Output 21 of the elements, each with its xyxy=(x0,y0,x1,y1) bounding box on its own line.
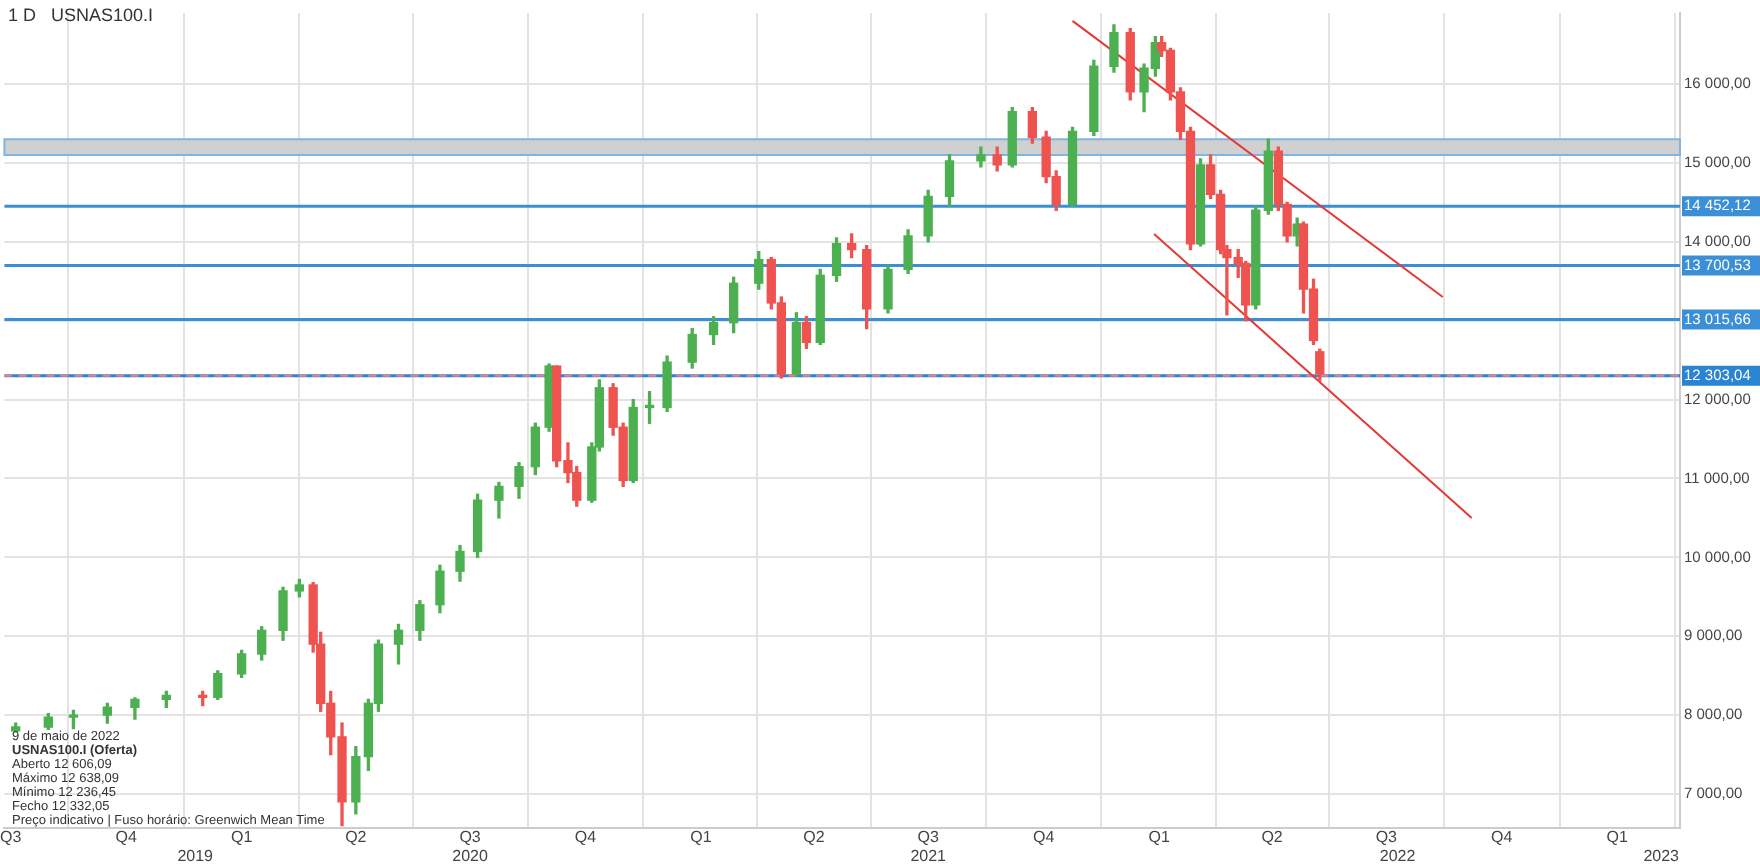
x-tick-label: Q1 xyxy=(690,827,713,846)
x2-tick-label: 2019 xyxy=(177,846,215,865)
x-tick-label: Q4 xyxy=(574,827,598,846)
x-tick-label: Q1 xyxy=(1148,827,1171,846)
x-tick-label: Q3 xyxy=(0,827,23,846)
x-tick-label: Q2 xyxy=(1261,827,1284,846)
x-tick-label: Q1 xyxy=(1606,827,1630,846)
x2-tick-label: 2020 xyxy=(452,846,489,865)
x-tick-label: Q1 xyxy=(230,827,254,846)
x-tick-label: Q3 xyxy=(917,827,940,846)
x2-tick-label: 2021 xyxy=(910,846,948,865)
chart-title: 1 D USNAS100.I xyxy=(8,4,154,25)
x-tick-label: Q2 xyxy=(345,827,368,846)
x-tick-label: Q3 xyxy=(1375,827,1399,846)
x-tick-label: Q4 xyxy=(1032,827,1056,846)
x2-tick-label: 2023 xyxy=(1643,846,1681,865)
x-tick-label: Q4 xyxy=(115,827,138,846)
x-tick-label: Q2 xyxy=(803,827,826,846)
x2-tick-label: 2022 xyxy=(1379,846,1417,865)
x-tick-label: Q3 xyxy=(459,827,482,846)
x-tick-label: Q4 xyxy=(1491,827,1514,846)
